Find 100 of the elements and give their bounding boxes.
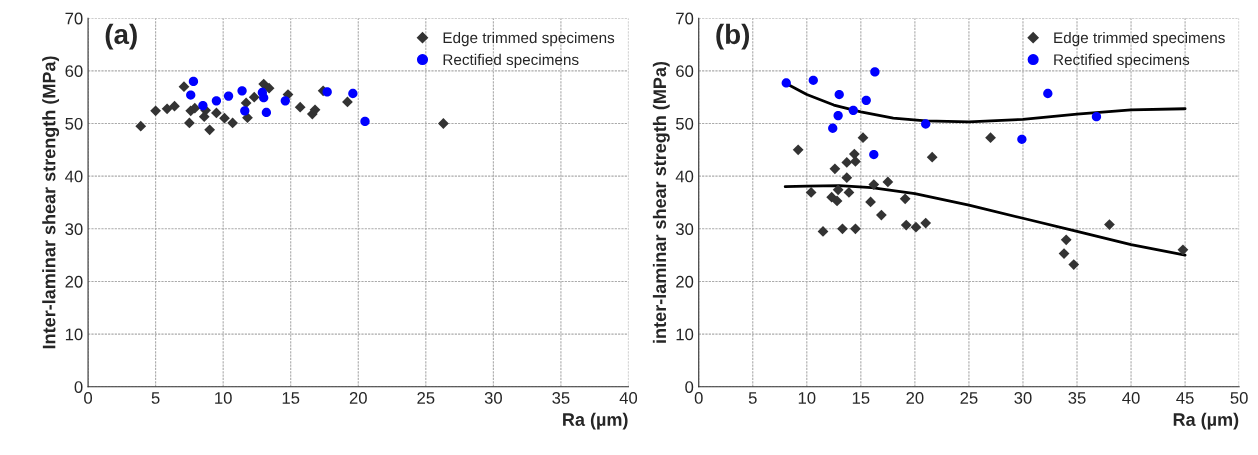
point — [832, 184, 844, 196]
y-tick-label: 0 — [74, 381, 83, 393]
x-tick-label: 30 — [484, 392, 502, 404]
point — [850, 156, 861, 167]
y-tick-label: 60 — [676, 65, 694, 78]
point — [242, 112, 253, 124]
y-tick-label: 10 — [65, 328, 83, 341]
point — [348, 88, 358, 99]
y-axis-title: Inter-laminar shear strength (MPa) — [42, 56, 60, 349]
point — [161, 103, 173, 115]
x-tick-label: 0 — [694, 392, 703, 404]
point — [261, 107, 272, 118]
x-tick-label: 15 — [852, 392, 870, 404]
point — [135, 120, 147, 132]
point — [211, 96, 222, 106]
point — [263, 82, 275, 94]
legend-label: Edge trimmed specimens — [1054, 31, 1225, 47]
y-tick-label: 60 — [65, 65, 83, 78]
point — [240, 106, 250, 116]
y-tick-label: 30 — [65, 223, 83, 235]
point — [169, 100, 180, 112]
point — [237, 86, 247, 96]
x-tick-label: 50 — [1230, 392, 1248, 404]
point — [1068, 259, 1080, 270]
point — [834, 89, 844, 100]
point — [833, 110, 843, 121]
point — [805, 187, 817, 198]
point — [1017, 134, 1027, 144]
x-tick-label: 10 — [215, 392, 232, 404]
y-tick-label: 40 — [675, 170, 694, 183]
point — [899, 193, 911, 205]
point — [259, 93, 269, 103]
point — [280, 96, 290, 106]
x-tick-label: 25 — [960, 392, 978, 404]
point — [781, 78, 791, 88]
x-tick-label: 40 — [619, 392, 638, 404]
point — [828, 123, 838, 133]
x-tick-label: 35 — [552, 392, 570, 404]
x-tick-label: 10 — [798, 392, 816, 404]
point — [792, 144, 804, 156]
point — [360, 116, 370, 127]
y-tick-label: 20 — [65, 275, 83, 288]
x-tick-label: 45 — [1176, 392, 1194, 404]
chart-title: (a) — [105, 23, 137, 50]
point — [841, 172, 853, 184]
point — [198, 111, 210, 123]
point — [1091, 112, 1102, 122]
x-tick-label: 35 — [1068, 392, 1086, 404]
x-axis-title: Ra (µm) — [1173, 412, 1239, 430]
point — [900, 219, 912, 231]
point — [857, 132, 869, 144]
y-tick-label: 30 — [675, 223, 694, 235]
point — [910, 221, 922, 233]
point — [841, 157, 853, 168]
point — [219, 112, 230, 124]
point — [920, 217, 932, 229]
point — [869, 149, 879, 160]
point — [876, 209, 887, 221]
point — [831, 195, 843, 207]
x-tick-label: 20 — [349, 392, 367, 404]
x-tick-label: 30 — [1014, 392, 1032, 404]
x-tick-label: 5 — [151, 392, 160, 404]
x-tick-label: 0 — [84, 392, 93, 404]
point — [150, 105, 161, 117]
y-tick-label: 10 — [676, 328, 694, 341]
point — [294, 101, 306, 113]
point — [926, 151, 938, 163]
y-axis-title: inter-laminar shear stregth (MPa) — [652, 61, 670, 343]
point — [1043, 88, 1053, 99]
point — [870, 67, 880, 77]
x-tick-label: 15 — [282, 392, 300, 404]
x-tick-label: 40 — [1122, 392, 1140, 404]
point — [184, 117, 195, 129]
point — [322, 87, 332, 97]
y-tick-label: 50 — [675, 117, 694, 130]
x-tick-label: 25 — [417, 392, 435, 404]
point — [178, 81, 190, 93]
chart-title: (b) — [716, 23, 750, 50]
x-tick-label: 20 — [906, 392, 924, 404]
point — [1104, 219, 1115, 230]
point — [850, 223, 861, 235]
legend-label: Rectified specimens — [443, 53, 579, 69]
point — [882, 176, 894, 188]
point — [837, 223, 848, 235]
point — [985, 132, 996, 144]
y-tick-label: 20 — [676, 275, 694, 288]
point — [921, 119, 931, 129]
point — [808, 75, 818, 85]
point — [438, 118, 449, 129]
point — [227, 117, 238, 129]
point — [868, 179, 880, 190]
point — [186, 90, 196, 100]
point — [1177, 244, 1189, 256]
y-tick-label: 0 — [685, 381, 694, 393]
point — [198, 100, 208, 111]
point — [342, 96, 353, 108]
point — [829, 163, 841, 175]
legend-label: Edge trimmed specimens — [443, 31, 615, 47]
point — [248, 91, 260, 103]
x-axis-title: Ra (µm) — [563, 412, 628, 430]
